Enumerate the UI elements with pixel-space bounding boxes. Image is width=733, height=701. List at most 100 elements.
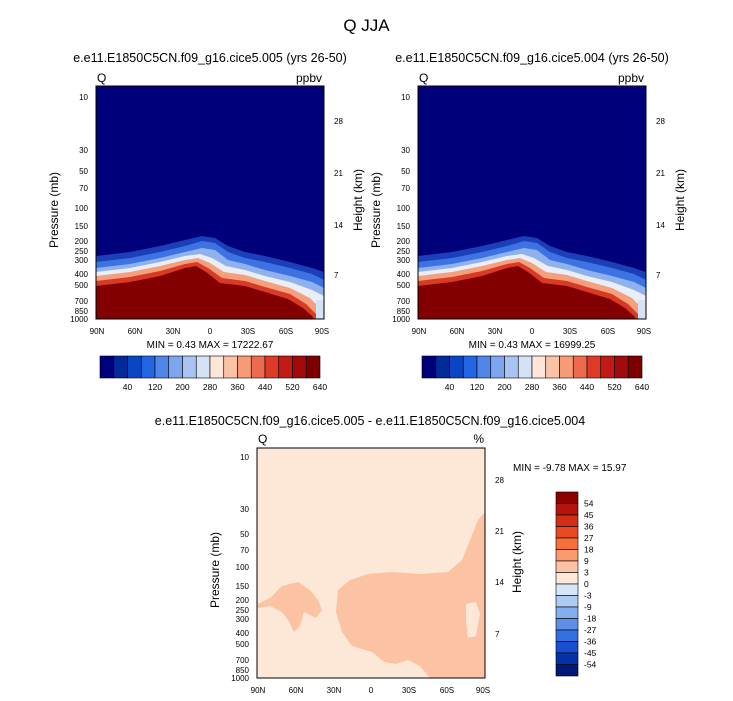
x-tick-label: 30N [488, 327, 503, 336]
panel-3-plot [256, 447, 486, 679]
panel-1-title: e.e11.E1850C5CN.f09_g16.cice5.005 (yrs 2… [73, 51, 347, 65]
colorbar-swatch [305, 355, 321, 379]
colorbar-tick-label: 54 [584, 499, 594, 509]
x-tick-label: 30S [241, 327, 255, 336]
y-tick-label: 400 [397, 270, 411, 279]
colorbar-tick-label: 200 [497, 382, 511, 392]
x-tick-label: 90S [476, 686, 490, 695]
colorbar-tick-label: 0 [584, 579, 589, 589]
height-tick-label: 28 [656, 117, 665, 126]
panel-3-title: e.e11.E1850C5CN.f09_g16.cice5.005 - e.e1… [155, 414, 585, 428]
colorbar-tick-label: 18 [584, 545, 594, 555]
height-tick-label: 7 [495, 630, 500, 639]
colorbar-swatch [627, 355, 643, 379]
colorbar-tick-label: -27 [584, 625, 597, 635]
y-tick-label: 850 [75, 307, 89, 316]
colorbar-tick-label: 200 [175, 382, 189, 392]
x-tick-label: 60S [279, 327, 293, 336]
figure-title: Q JJA [343, 16, 390, 35]
panel-3-unit-label: % [473, 432, 484, 446]
y-tick-label: 500 [75, 281, 89, 290]
y-tick-label: 50 [240, 530, 249, 539]
panel-1-variable-label: Q [97, 71, 106, 85]
colorbar-tick-label: 3 [584, 568, 589, 578]
colorbar-tick-label: 280 [525, 382, 539, 392]
x-tick-label: 60S [440, 686, 454, 695]
colorbar-swatch [555, 606, 579, 619]
panel-3-x-axis: 90N 60N 30N 0 30S 60S 90S [251, 686, 490, 695]
y-tick-label: 30 [79, 146, 88, 155]
panel-3-variable-label: Q [258, 432, 267, 446]
x-tick-label: 0 [530, 327, 535, 336]
y-tick-label: 70 [401, 184, 410, 193]
panel-1-plot [95, 85, 325, 320]
height-tick-label: 21 [334, 169, 343, 178]
colorbar-swatch [555, 583, 579, 596]
y-tick-label: 100 [75, 204, 89, 213]
x-tick-label: 30N [166, 327, 181, 336]
colorbar-swatch [555, 652, 579, 665]
y-tick-label: 700 [236, 656, 250, 665]
colorbar-tick-label: 120 [148, 382, 162, 392]
y-tick-label: 50 [401, 167, 410, 176]
panel-2-variable-label: Q [419, 71, 428, 85]
y-tick-label: 100 [397, 204, 411, 213]
y-tick-label: 30 [401, 146, 410, 155]
panel-2-y-axis: 10 30 50 70 100 150 200 250 300 400 500 … [369, 93, 687, 324]
y-tick-label: 150 [236, 582, 250, 591]
height-tick-label: 14 [656, 221, 665, 230]
height-tick-label: 14 [334, 221, 343, 230]
colorbar-tick-label: -54 [584, 660, 597, 670]
colorbar-swatch [555, 537, 579, 550]
x-tick-label: 60N [450, 327, 465, 336]
x-tick-label: 90N [90, 327, 105, 336]
x-tick-label: 90N [412, 327, 427, 336]
y-tick-label: 500 [236, 640, 250, 649]
x-tick-label: 90N [251, 686, 266, 695]
colorbar-tick-label: 640 [313, 382, 327, 392]
x-tick-label: 30S [563, 327, 577, 336]
colorbar-tick-label: -3 [584, 591, 592, 601]
colorbar-tick-label: 520 [285, 382, 299, 392]
y-tick-label: 250 [236, 606, 250, 615]
colorbar-tick-label: 27 [584, 533, 594, 543]
y-tick-label: 100 [236, 563, 250, 572]
height-tick-label: 21 [495, 527, 504, 536]
panel-1-ylabel: Pressure (mb) [47, 172, 61, 248]
colorbar-tick-label: 120 [470, 382, 484, 392]
y-tick-label: 30 [240, 505, 249, 514]
colorbar-tick-label: 36 [584, 522, 594, 532]
colorbar-tick-label: 40 [123, 382, 133, 392]
y-tick-label: 10 [401, 93, 410, 102]
y-tick-label: 50 [79, 167, 88, 176]
colorbar-tick-label: -18 [584, 614, 597, 624]
x-tick-label: 90S [315, 327, 329, 336]
y-tick-label: 10 [79, 93, 88, 102]
y-tick-label: 200 [397, 237, 411, 246]
colorbar-swatch [555, 641, 579, 654]
y-tick-label: 1000 [70, 315, 88, 324]
colorbar-swatch [555, 629, 579, 642]
colorbar-tick-label: 440 [258, 382, 272, 392]
x-tick-label: 30S [402, 686, 416, 695]
panel-1-colorbar: 40 120 200 280 360 440 520 640 [99, 355, 327, 392]
y-tick-label: 150 [75, 222, 89, 231]
y-tick-label: 700 [75, 297, 89, 306]
height-tick-label: 28 [334, 117, 343, 126]
y-tick-label: 250 [397, 247, 411, 256]
y-tick-label: 200 [236, 596, 250, 605]
panel-1-stats: MIN = 0.43 MAX = 17222.67 [147, 340, 274, 351]
height-tick-label: 28 [495, 476, 504, 485]
y-tick-label: 200 [75, 237, 89, 246]
y-tick-label: 250 [75, 247, 89, 256]
y-tick-label: 300 [397, 256, 411, 265]
panel-2-colorbar: 40 120 200 280 360 440 520 640 [421, 355, 649, 392]
colorbar-tick-label: 360 [552, 382, 566, 392]
panel-1-ylabel-right: Height (km) [351, 169, 365, 231]
colorbar-tick-label: 440 [580, 382, 594, 392]
colorbar-swatch [555, 549, 579, 562]
panel-1-unit-label: ppbv [296, 71, 322, 85]
x-tick-label: 60S [601, 327, 615, 336]
